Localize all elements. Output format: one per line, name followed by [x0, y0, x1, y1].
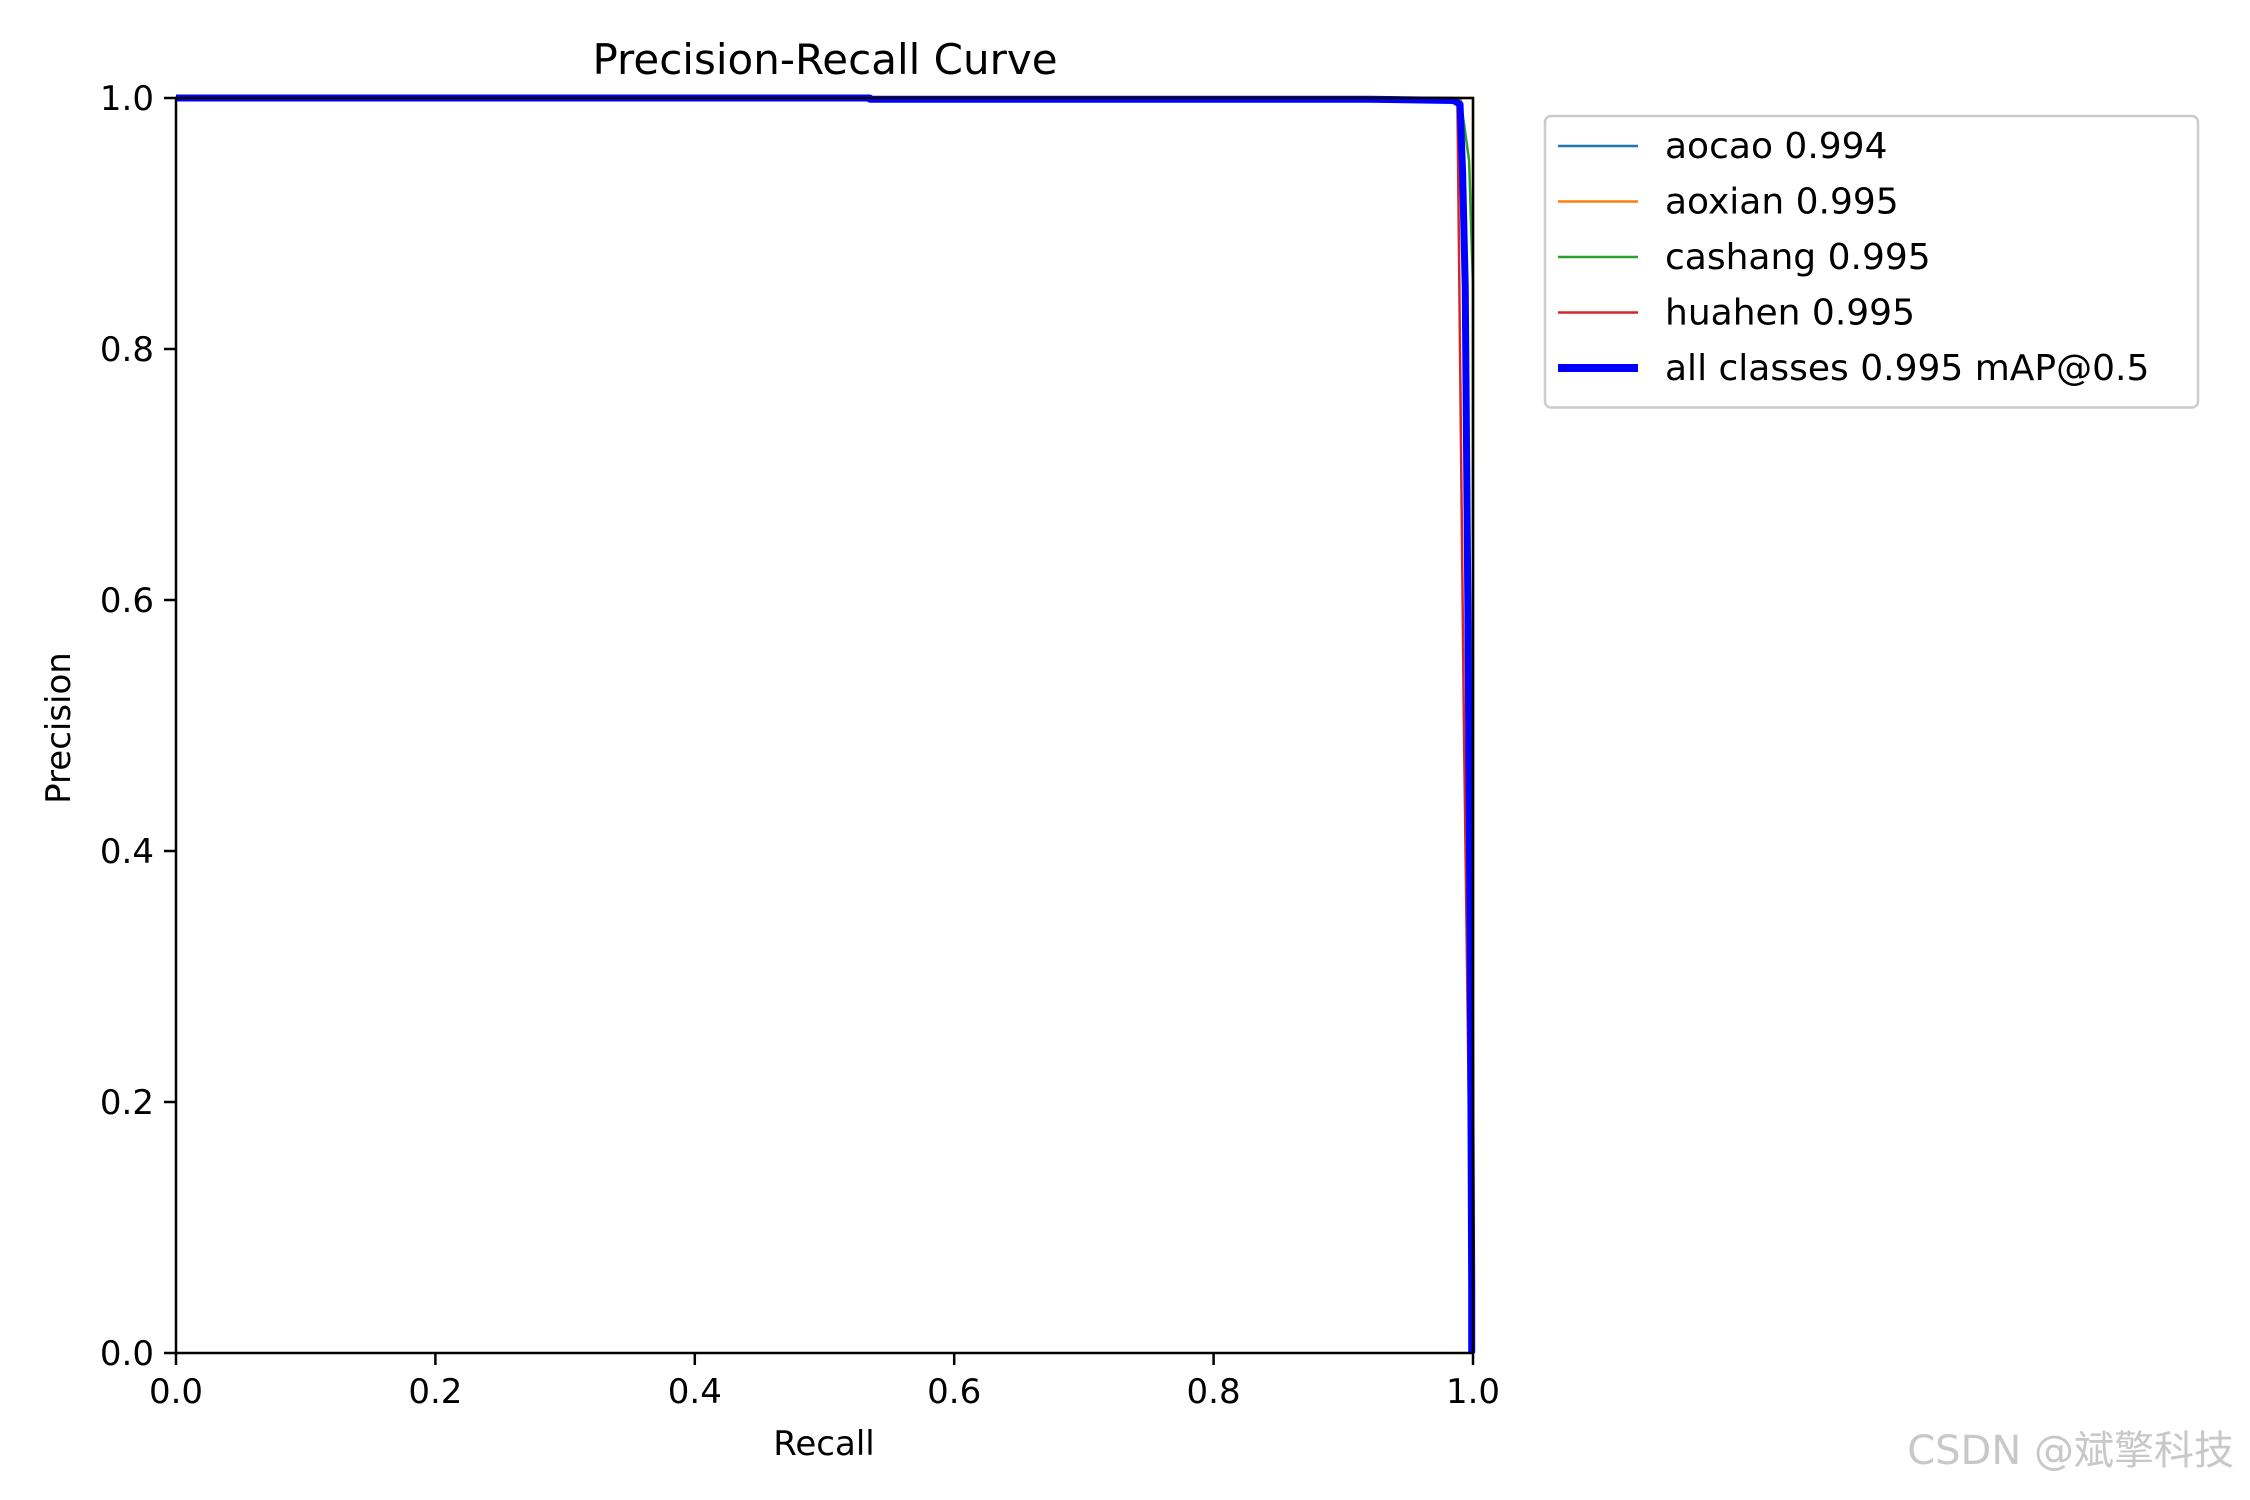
y-tick-label: 1.0	[100, 79, 154, 119]
x-axis-label: Recall	[773, 1424, 874, 1464]
y-tick-label: 0.6	[100, 581, 154, 621]
watermark: CSDN @斌擎科技	[1907, 1428, 2234, 1474]
legend-label: cashang 0.995	[1665, 237, 1931, 278]
x-tick-label: 0.0	[149, 1372, 203, 1412]
y-axis-ticks: 0.0 0.2 0.4 0.6 0.8 1.0	[100, 79, 176, 1374]
legend-label: aoxian 0.995	[1665, 182, 1899, 223]
axes-frame	[174, 96, 1475, 1355]
x-tick-label: 1.0	[1446, 1372, 1500, 1412]
y-tick-label: 0.4	[100, 832, 154, 872]
x-tick-label: 0.4	[668, 1372, 722, 1412]
y-axis-label: Precision	[39, 652, 79, 804]
x-axis-ticks: 0.0 0.2 0.4 0.6 0.8 1.0	[149, 1353, 1500, 1412]
legend-label: all classes 0.995 mAP@0.5	[1665, 348, 2149, 389]
y-tick-label: 0.2	[100, 1083, 154, 1123]
x-tick-label: 0.6	[927, 1372, 981, 1412]
x-tick-label: 0.8	[1187, 1372, 1241, 1412]
plot-background	[176, 98, 1473, 1353]
legend: aocao 0.994 aoxian 0.995 cashang 0.995 huah…	[1543, 114, 2200, 409]
y-tick-label: 0.0	[100, 1334, 154, 1374]
plot-area	[176, 98, 1473, 1353]
legend-label: huahen 0.995	[1665, 293, 1915, 334]
x-tick-label: 0.2	[408, 1372, 462, 1412]
y-tick-label: 0.8	[100, 330, 154, 370]
chart-title: Precision-Recall Curve	[592, 35, 1057, 84]
legend-box	[1543, 114, 2200, 409]
legend-label: aocao 0.994	[1665, 126, 1887, 167]
